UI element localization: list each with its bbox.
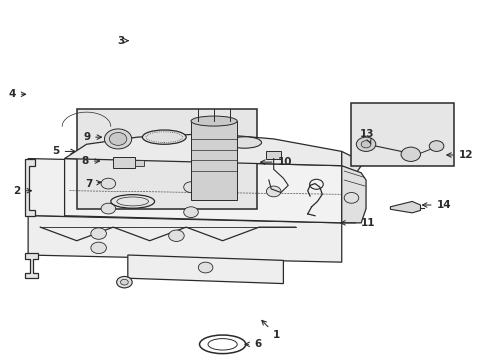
- Text: 4: 4: [9, 89, 25, 99]
- Circle shape: [101, 203, 116, 214]
- Circle shape: [91, 242, 106, 253]
- Bar: [135, 160, 143, 166]
- FancyBboxPatch shape: [77, 109, 256, 208]
- Circle shape: [116, 276, 132, 288]
- Text: 2: 2: [14, 186, 31, 196]
- Circle shape: [91, 228, 106, 239]
- Ellipse shape: [191, 116, 237, 126]
- Bar: [266, 151, 281, 158]
- Text: 11: 11: [340, 218, 375, 228]
- Polygon shape: [28, 216, 341, 262]
- Text: 12: 12: [446, 150, 472, 160]
- Text: 7: 7: [85, 179, 101, 189]
- Text: 3: 3: [117, 36, 128, 46]
- Text: 6: 6: [244, 339, 261, 349]
- Polygon shape: [25, 253, 38, 278]
- Bar: [191, 121, 237, 200]
- Ellipse shape: [142, 130, 186, 144]
- Circle shape: [400, 147, 420, 161]
- Polygon shape: [64, 134, 341, 166]
- Circle shape: [168, 230, 184, 242]
- Text: 5: 5: [52, 147, 75, 157]
- Polygon shape: [127, 255, 283, 284]
- Bar: [113, 157, 135, 168]
- Polygon shape: [64, 158, 341, 223]
- Text: 14: 14: [422, 200, 450, 210]
- Circle shape: [183, 182, 198, 193]
- Polygon shape: [28, 158, 341, 223]
- Circle shape: [428, 141, 443, 152]
- Polygon shape: [25, 158, 35, 216]
- FancyBboxPatch shape: [351, 103, 453, 166]
- Circle shape: [109, 132, 126, 145]
- Circle shape: [101, 178, 116, 189]
- Circle shape: [344, 193, 358, 203]
- Polygon shape: [341, 152, 361, 223]
- Circle shape: [120, 279, 128, 285]
- Circle shape: [356, 137, 375, 152]
- Circle shape: [361, 141, 370, 148]
- Text: 1: 1: [261, 320, 279, 341]
- Circle shape: [183, 207, 198, 217]
- Text: 9: 9: [83, 132, 102, 142]
- Polygon shape: [341, 166, 366, 223]
- Text: 10: 10: [260, 157, 291, 167]
- Text: 13: 13: [359, 129, 373, 144]
- Text: 8: 8: [81, 156, 100, 166]
- Polygon shape: [389, 202, 420, 213]
- Circle shape: [198, 262, 212, 273]
- Ellipse shape: [227, 137, 261, 148]
- Circle shape: [104, 129, 131, 149]
- Circle shape: [266, 186, 281, 197]
